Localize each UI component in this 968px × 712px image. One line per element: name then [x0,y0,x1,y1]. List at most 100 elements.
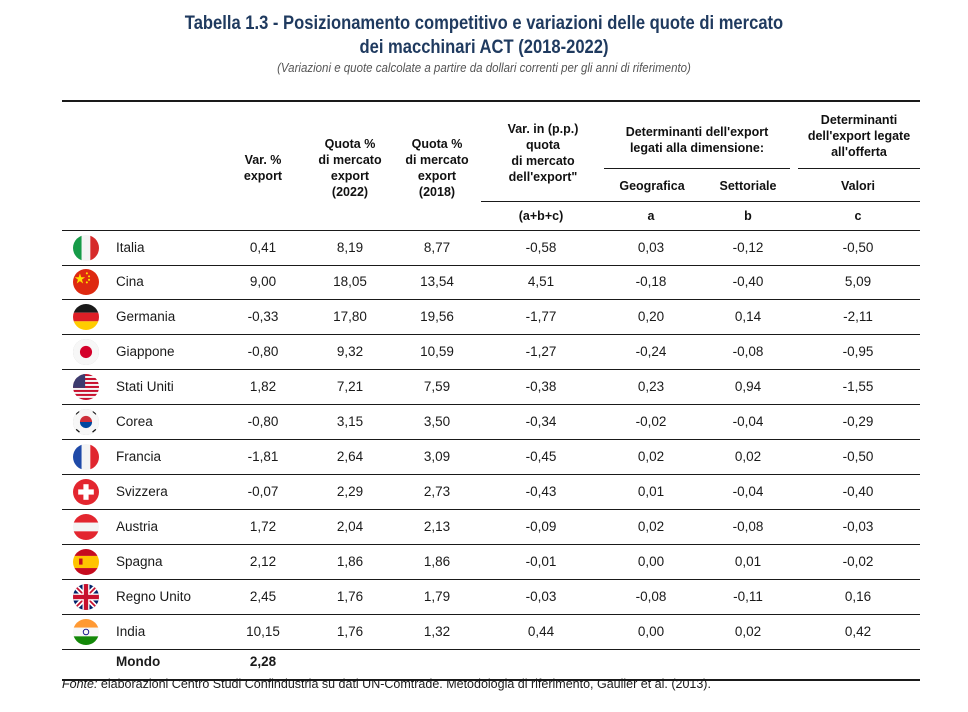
cell-a: 0,03 [637,240,665,255]
cell-quota-2022: 8,19 [336,240,364,255]
cell-c: -0,40 [842,484,874,499]
table-row: India 10,15 1,76 1,32 0,44 0,00 0,02 0,4… [62,615,920,650]
cell-quota-2022: 2,64 [336,449,364,464]
cell-b: 0,01 [734,554,762,569]
header-top-rule [62,100,920,102]
uk-flag-icon [73,584,99,610]
cell-quota-2018: 10,59 [420,344,454,359]
country-name: India [116,624,146,639]
country-name: Italia [116,240,145,255]
table-row: Corea -0,80 3,15 3,50 -0,34 -0,02 -0,04 … [62,405,920,440]
country-name: Giappone [116,344,175,359]
cell-quota-2018: 8,77 [423,240,451,255]
table-row: Francia -1,81 2,64 3,09 -0,45 0,02 0,02 … [62,440,920,475]
header-geografica: Geografica [619,179,685,193]
cell-b: -0,12 [732,240,764,255]
country-name: Stati Uniti [116,379,174,394]
cell-a: -0,18 [635,274,667,289]
cell-var: 0,41 [249,240,277,255]
table-row: Stati Uniti 1,82 7,21 7,59 -0,38 0,23 0,… [62,370,920,405]
header-determinanti-dimensione: Determinanti dell'export legati alla dime… [625,125,769,155]
country-name: Svizzera [116,484,168,499]
cell-var: 1,72 [249,519,277,534]
header-valori: Valori [840,179,876,193]
source-text: elaborazioni Centro Studi Confindustria … [97,677,711,691]
header-determinanti-offerta: Determinanti dell'export legate all'offer… [807,113,911,159]
country-name: Spagna [116,554,163,569]
cell-var: -0,33 [247,309,279,324]
cell-var: 2,12 [249,554,277,569]
table-row: Italia 0,41 8,19 8,77 -0,58 0,03 -0,12 -… [62,230,920,266]
cell-c: -0,03 [842,519,874,534]
china-flag-icon [73,269,99,295]
header-dim-rule [604,168,790,169]
cell-b: -0,04 [732,414,764,429]
cell-var-pp: -0,01 [525,554,557,569]
spain-flag-icon [73,549,99,575]
cell-quota-2022: 1,76 [336,624,364,639]
cell-quota-2018: 3,50 [423,414,451,429]
header-settoriale: Settoriale [719,179,777,193]
table-title-line1: Tabella 1.3 - Posizionamento competitivo… [184,12,784,34]
total-label: Mondo [116,654,161,669]
cell-var: 9,00 [249,274,277,289]
korea-flag-icon [73,409,99,435]
cell-a: 0,02 [637,519,665,534]
cell-a: 0,02 [637,449,665,464]
cell-b: -0,08 [732,519,764,534]
table-row: Svizzera -0,07 2,29 2,73 -0,43 0,01 -0,0… [62,475,920,510]
cell-var-pp: -0,38 [525,379,557,394]
header-b: b [744,209,752,223]
cell-quota-2022: 9,32 [336,344,364,359]
cell-quota-2022: 2,29 [336,484,364,499]
table-row: Cina 9,00 18,05 13,54 4,51 -0,18 -0,40 5… [62,265,920,300]
france-flag-icon [73,444,99,470]
cell-a: -0,24 [635,344,667,359]
table-subtitle: (Variazioni e quote calcolate a partire … [277,61,691,75]
cell-c: 5,09 [844,274,872,289]
cell-a: 0,00 [637,624,665,639]
cell-a: 0,20 [637,309,665,324]
country-name: Cina [116,274,144,289]
cell-c: -0,50 [842,240,874,255]
cell-quota-2022: 1,76 [336,589,364,604]
switzerland-flag-icon [73,479,99,505]
country-name: Francia [116,449,162,464]
japan-flag-icon [73,339,99,365]
cell-var-pp: 4,51 [527,274,555,289]
germany-flag-icon [73,304,99,330]
cell-var-pp: -0,03 [525,589,557,604]
table-row: Spagna 2,12 1,86 1,86 -0,01 0,00 0,01 -0… [62,545,920,580]
cell-quota-2018: 2,13 [423,519,451,534]
country-name: Austria [116,519,159,534]
header-var-export: Var. % export [243,153,283,183]
cell-var: -0,80 [247,344,279,359]
cell-quota-2018: 1,32 [423,624,451,639]
cell-b: -0,40 [732,274,764,289]
cell-b: 0,14 [734,309,762,324]
cell-quota-2022: 1,86 [336,554,364,569]
cell-var: -1,81 [247,449,279,464]
cell-var: 1,82 [249,379,277,394]
cell-var: 2,45 [249,589,277,604]
cell-var-pp: -0,45 [525,449,557,464]
india-flag-icon [73,619,99,645]
cell-quota-2018: 1,86 [423,554,451,569]
italy-flag-icon [73,235,99,261]
cell-c: 0,16 [844,589,872,604]
country-name: Regno Unito [116,589,192,604]
cell-quota-2022: 18,05 [333,274,367,289]
cell-quota-2018: 7,59 [423,379,451,394]
header-a: a [647,209,655,223]
header-c: c [854,209,862,223]
cell-quota-2018: 3,09 [423,449,451,464]
cell-a: -0,08 [635,589,667,604]
cell-c: -0,29 [842,414,874,429]
table-row: Regno Unito 2,45 1,76 1,79 -0,03 -0,08 -… [62,580,920,615]
cell-b: -0,04 [732,484,764,499]
cell-quota-2022: 7,21 [336,379,364,394]
table-title-line2: dei macchinari ACT (2018-2022) [359,36,609,58]
header-offerta-rule [798,168,920,169]
cell-quota-2022: 2,04 [336,519,364,534]
cell-var: 10,15 [246,624,280,639]
